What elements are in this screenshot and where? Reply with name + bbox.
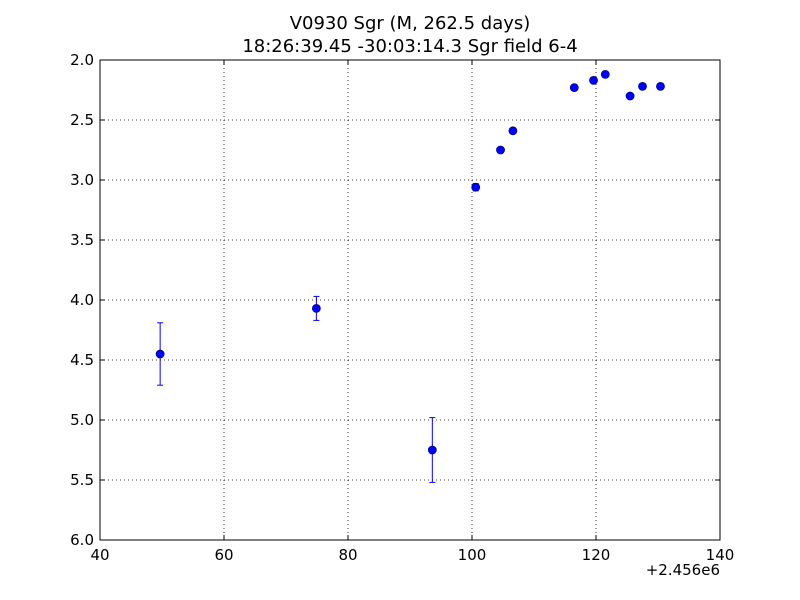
- data-points: [155, 70, 665, 483]
- data-point: [656, 82, 665, 91]
- data-point: [427, 445, 437, 455]
- data-point: [589, 76, 598, 85]
- data-point: [508, 126, 518, 136]
- y-tick-label: 4.0: [70, 291, 94, 309]
- x-tick-label: 120: [582, 546, 611, 564]
- plot-frame: [99, 59, 721, 541]
- data-point: [155, 349, 165, 359]
- y-tick-label: 6.0: [70, 531, 94, 549]
- y-tick-label: 2.0: [70, 51, 94, 69]
- y-tick-label: 3.0: [70, 171, 94, 189]
- y-tick-label: 3.5: [70, 231, 94, 249]
- data-point: [311, 303, 321, 313]
- x-tick-label: 140: [706, 546, 735, 564]
- data-point: [471, 182, 481, 192]
- grid-lines: [100, 60, 720, 540]
- chart-title: V0930 Sgr (M, 262.5 days): [290, 13, 531, 34]
- data-point: [496, 145, 505, 155]
- y-tick-label: 4.5: [70, 351, 94, 369]
- tick-labels: 40 60 80 100 120 140 2.0 2.5 3.0 3.5 4.0 4.5 5.0 5.5 6…: [70, 51, 734, 564]
- data-point: [625, 91, 635, 101]
- data-point: [600, 70, 610, 79]
- x-tick-label: 40: [90, 546, 109, 564]
- chart-subtitle: 18:26:39.45 -30:03:14.3 Sgr field 6-4: [242, 36, 577, 57]
- data-point: [569, 83, 579, 92]
- y-tick-label: 5.5: [70, 471, 94, 489]
- x-tick-label: 80: [338, 546, 357, 564]
- x-tick-label: 100: [458, 546, 487, 564]
- x-axis-offset-label: +2.456e6: [646, 561, 720, 579]
- y-tick-label: 5.0: [70, 411, 94, 429]
- x-tick-label: 60: [214, 546, 233, 564]
- data-point: [638, 82, 647, 91]
- y-tick-label: 2.5: [70, 111, 94, 129]
